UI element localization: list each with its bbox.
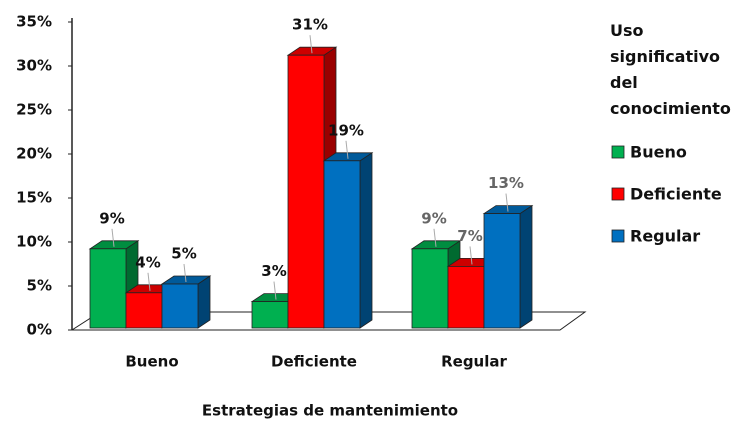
legend-title: Uso significativo del conocimiento [610,21,731,118]
leader-line [433,228,437,247]
y-tick-label: 5% [27,277,52,295]
x-axis-title: Estrategias de mantenimiento [202,402,458,420]
leader-line [111,228,115,247]
data-label: 9% [421,209,446,227]
bar-side [519,204,533,329]
data-label: 7% [457,227,482,245]
x-tick-label: Bueno [125,353,178,371]
y-tick-label: 30% [16,57,52,75]
bar [251,301,289,329]
leader-line [147,272,151,291]
leader-line [505,193,509,212]
legend-swatch [611,187,625,201]
leader-line [183,263,187,283]
x-tick-label: Deficiente [271,353,357,371]
y-tick-label: 15% [16,189,52,207]
data-label: 13% [488,174,524,192]
legend-swatch [611,229,625,243]
leader-line [345,140,349,159]
y-tick-label: 25% [16,101,52,119]
bar [411,248,449,329]
leader-line [273,281,277,300]
bar [89,248,127,329]
data-label: 19% [328,121,364,139]
bar [125,292,163,329]
bar-side [197,275,211,329]
legend-label: Bueno [630,143,687,162]
x-tick-label: Regular [441,353,507,371]
bar [323,160,361,329]
data-label: 3% [261,262,286,280]
data-label: 4% [135,253,160,271]
bar-side [359,152,373,329]
data-label: 9% [99,209,124,227]
legend-swatch [611,145,625,159]
y-tick-label: 0% [27,321,52,339]
bar [447,265,485,329]
bar [161,283,199,329]
data-label: 5% [171,245,196,263]
legend-label: Deficiente [630,185,722,204]
bar [483,213,521,329]
bar [287,54,325,329]
legend-label: Regular [630,227,700,246]
y-tick-label: 35% [16,13,52,31]
y-tick-label: 20% [16,145,52,163]
leader-line [309,35,313,54]
data-label: 31% [292,16,328,34]
y-tick-label: 10% [16,233,52,251]
leader-line [469,246,473,265]
